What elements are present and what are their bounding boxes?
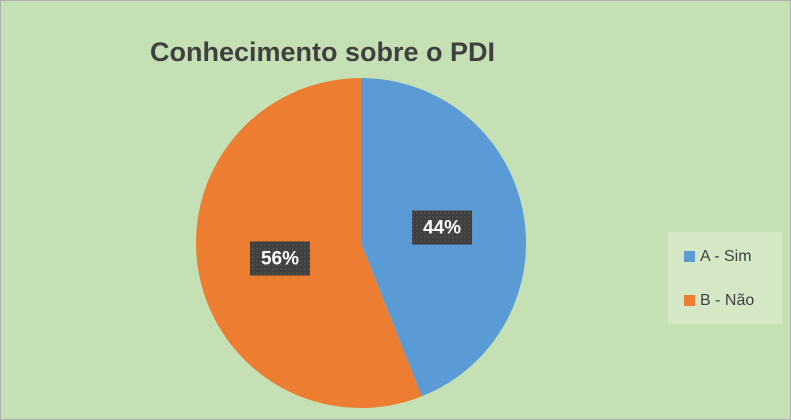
legend-swatch [684,295,695,306]
legend-label: B - Não [700,292,754,309]
data-label: 44% [423,218,461,239]
data-label-box [412,210,473,245]
legend-label: A - Sim [700,248,752,265]
chart-title: Conhecimento sobre o PDI [150,37,495,67]
legend-box [668,232,782,324]
data-label: 56% [261,248,299,269]
data-label-box [249,241,310,276]
legend-swatch [684,251,695,262]
